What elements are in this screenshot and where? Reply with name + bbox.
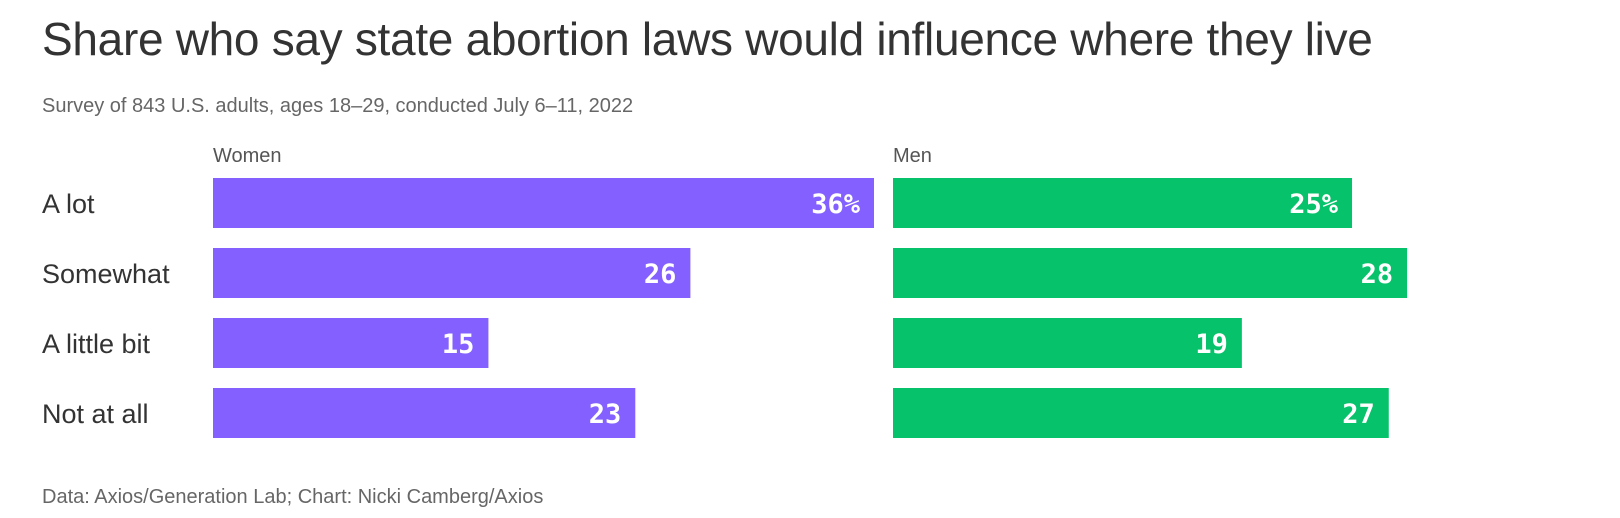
bar-men <box>893 178 1353 228</box>
bar-value-label: 27 <box>1342 399 1375 430</box>
bar-women <box>213 318 489 368</box>
bar-value-label: 28 <box>1361 259 1394 290</box>
chart-title: Share who say state abortion laws would … <box>42 13 1373 65</box>
panel-title-women: Women <box>213 145 282 167</box>
bar-value-label: 36% <box>811 189 861 220</box>
bar-men <box>893 248 1408 298</box>
panel-title-men: Men <box>893 145 932 167</box>
bar-value-label: 25% <box>1289 189 1339 220</box>
category-label: A lot <box>42 189 95 219</box>
bar-women <box>213 388 636 438</box>
bar-value-label: 19 <box>1195 329 1228 360</box>
bar-men <box>893 388 1389 438</box>
bar-men <box>893 318 1242 368</box>
category-label: Not at all <box>42 399 149 429</box>
category-label: Somewhat <box>42 259 170 289</box>
chart-source-credit: Data: Axios/Generation Lab; Chart: Nicki… <box>42 486 544 508</box>
bar-women <box>213 178 874 228</box>
bar-value-label: 23 <box>589 399 622 430</box>
category-label: A little bit <box>42 329 151 359</box>
bar-value-label: 15 <box>442 329 475 360</box>
bar-women <box>213 248 691 298</box>
chart-subtitle: Survey of 843 U.S. adults, ages 18–29, c… <box>42 95 634 117</box>
bar-value-label: 26 <box>644 259 677 290</box>
